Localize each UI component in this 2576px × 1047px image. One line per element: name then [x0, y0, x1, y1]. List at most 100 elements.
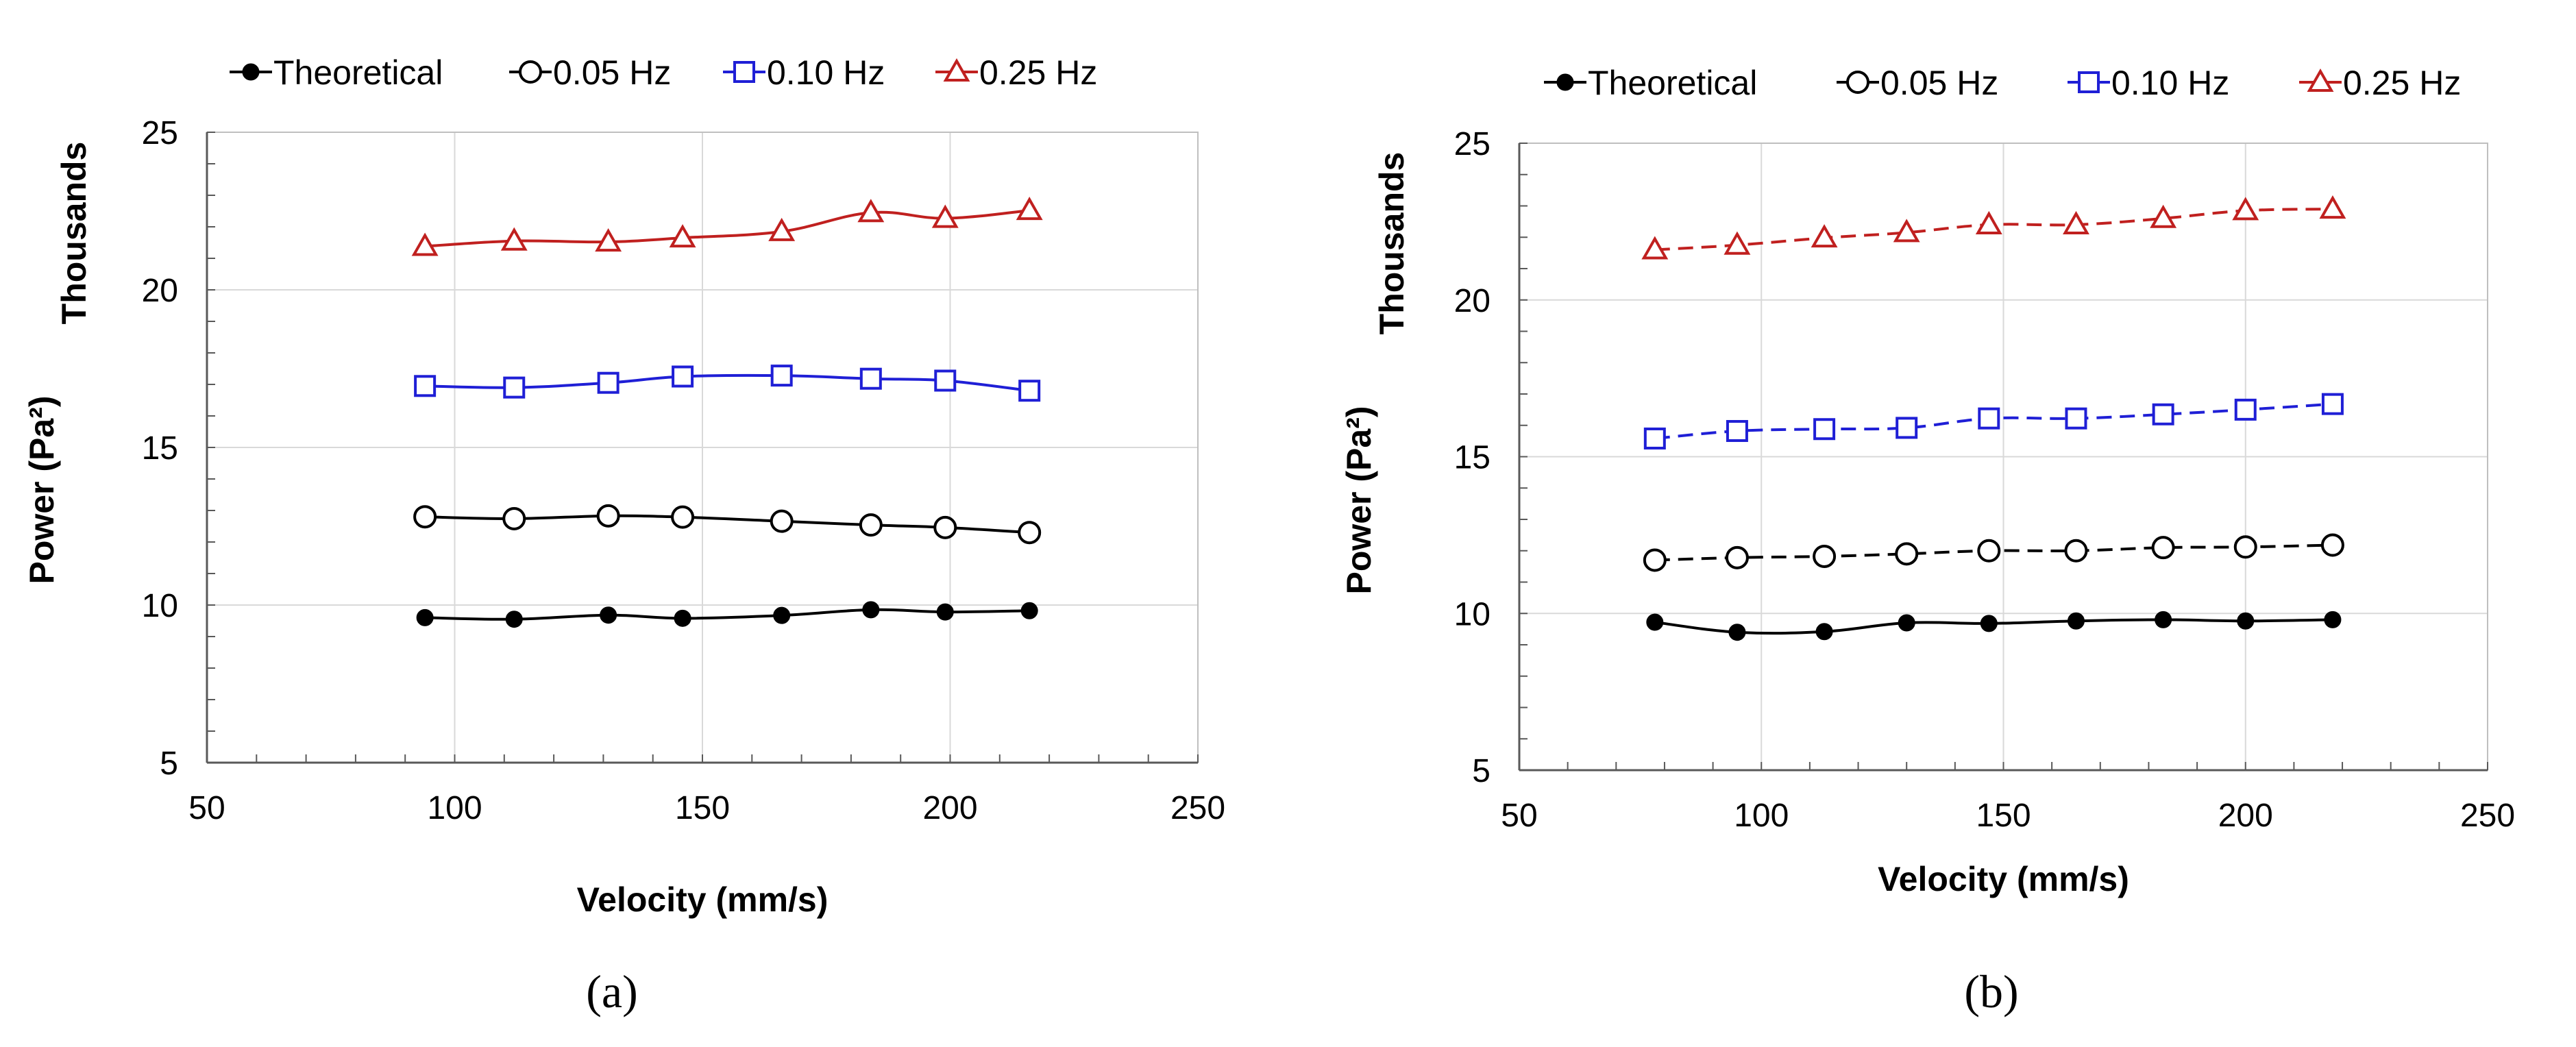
data-point — [2067, 612, 2085, 630]
y-tick-label-10: 10 — [142, 588, 178, 624]
data-point — [2321, 393, 2344, 415]
data-point — [1016, 197, 1043, 221]
data-point — [933, 515, 957, 539]
x-tick-label-200: 200 — [922, 790, 977, 826]
y-tick-label-10: 10 — [1454, 596, 1491, 632]
x-tick-label-250: 250 — [1170, 790, 1225, 826]
legend-item-0.05 Hz: 0.05 Hz — [509, 53, 671, 92]
data-point — [2150, 204, 2177, 228]
data-point — [770, 509, 794, 533]
panel-label: (b) — [1964, 965, 2018, 1018]
data-point — [1728, 624, 1746, 641]
data-point — [503, 376, 526, 399]
data-point — [1018, 380, 1041, 402]
chart-b: 50 100 150 200 250 5 10 15 20 25 Velocity (mm/s) Po… — [1340, 64, 2515, 1018]
legend-item-0.10 Hz: 0.10 Hz — [2068, 64, 2229, 102]
x-tick-label-100: 100 — [1734, 798, 1789, 834]
data-point — [1726, 419, 1748, 442]
data-point — [674, 609, 691, 627]
data-point — [1724, 231, 1751, 255]
series-0.05 Hz — [413, 504, 1042, 545]
data-point — [1641, 236, 1669, 260]
data-point — [2151, 536, 2175, 560]
data-point — [2065, 407, 2087, 430]
y-axis-units-label: Thousands — [1373, 152, 1411, 335]
y-tick-label-5: 5 — [160, 746, 178, 782]
series-0.10 Hz — [414, 365, 1041, 402]
y-tick-label-20: 20 — [1454, 283, 1491, 319]
legend-item-0.25 Hz: 0.25 Hz — [2299, 64, 2461, 102]
data-point — [414, 375, 437, 397]
data-point — [2064, 539, 2088, 563]
y-tick-label-25: 25 — [142, 115, 178, 151]
x-axis-title: Velocity (mm/s) — [1878, 860, 2129, 898]
data-point — [859, 513, 883, 537]
legend-label: 0.25 Hz — [979, 53, 1097, 92]
data-point — [416, 608, 434, 626]
legend-label: Theoretical — [1588, 64, 1757, 102]
data-point — [2324, 611, 2342, 628]
legend-marker — [1556, 73, 1574, 91]
legend-item-0.10 Hz: 0.10 Hz — [723, 53, 885, 92]
data-point — [1811, 224, 1838, 248]
data-point — [1643, 548, 1667, 572]
data-point — [1815, 623, 1833, 641]
data-point — [859, 367, 882, 390]
data-point — [2232, 197, 2259, 221]
data-point — [2237, 612, 2255, 630]
data-point — [2155, 611, 2172, 628]
series-0.25 Hz — [411, 197, 1043, 256]
x-axis-title: Velocity (mm/s) — [577, 880, 829, 919]
y-axis-title: Power (Pa²) — [23, 395, 61, 584]
series-Theoretical — [1646, 611, 2342, 641]
x-tick-label-200: 200 — [2218, 798, 2273, 834]
x-tick-label-50: 50 — [1501, 798, 1537, 834]
data-point — [1725, 545, 1749, 569]
data-point — [936, 603, 954, 621]
legend-label: 0.10 Hz — [2111, 64, 2229, 102]
legend-marker — [242, 63, 260, 81]
series-0.10 Hz — [1643, 393, 2344, 449]
y-tick-label-25: 25 — [1454, 126, 1491, 162]
series-Theoretical — [416, 601, 1038, 628]
chart-a: 50 100 150 200 250 5 10 15 20 25 Velocity (mm/s) Po… — [23, 53, 1225, 1018]
data-point — [862, 601, 880, 619]
data-point — [1018, 521, 1042, 545]
y-axis-units-label: Thousands — [55, 142, 93, 325]
x-tick-label-100: 100 — [427, 790, 482, 826]
data-point — [1643, 427, 1666, 449]
legend-item-0.05 Hz: 0.05 Hz — [1837, 64, 1998, 102]
data-point — [411, 232, 439, 256]
data-point — [1978, 407, 2000, 430]
data-point — [1898, 614, 1915, 632]
x-tick-label-250: 250 — [2460, 798, 2515, 834]
legend-label: 0.05 Hz — [553, 53, 671, 92]
data-point — [669, 224, 696, 248]
legend-item-0.25 Hz: 0.25 Hz — [935, 53, 1097, 92]
data-point — [596, 504, 620, 528]
y-tick-label-15: 15 — [142, 430, 178, 467]
data-point — [600, 606, 617, 624]
data-point — [1646, 613, 1664, 631]
series-line — [424, 209, 1030, 248]
data-point — [1893, 219, 1920, 243]
legend-item-Theoretical: Theoretical — [1544, 64, 1757, 102]
data-point — [1813, 418, 1836, 441]
series-0.05 Hz — [1643, 533, 2344, 572]
data-point — [500, 227, 528, 251]
x-tick-label-150: 150 — [675, 790, 730, 826]
data-point — [2320, 533, 2344, 557]
data-point — [502, 506, 526, 530]
data-point — [671, 505, 695, 529]
x-tick-label-50: 50 — [188, 790, 225, 826]
data-point — [770, 365, 793, 387]
data-point — [597, 371, 620, 394]
y-tick-label-20: 20 — [142, 273, 178, 309]
data-point — [1896, 417, 1918, 439]
data-point — [595, 228, 622, 252]
legend-label: 0.05 Hz — [1880, 64, 1998, 102]
data-point — [413, 505, 437, 529]
data-point — [2234, 398, 2257, 421]
data-point — [2319, 195, 2346, 219]
